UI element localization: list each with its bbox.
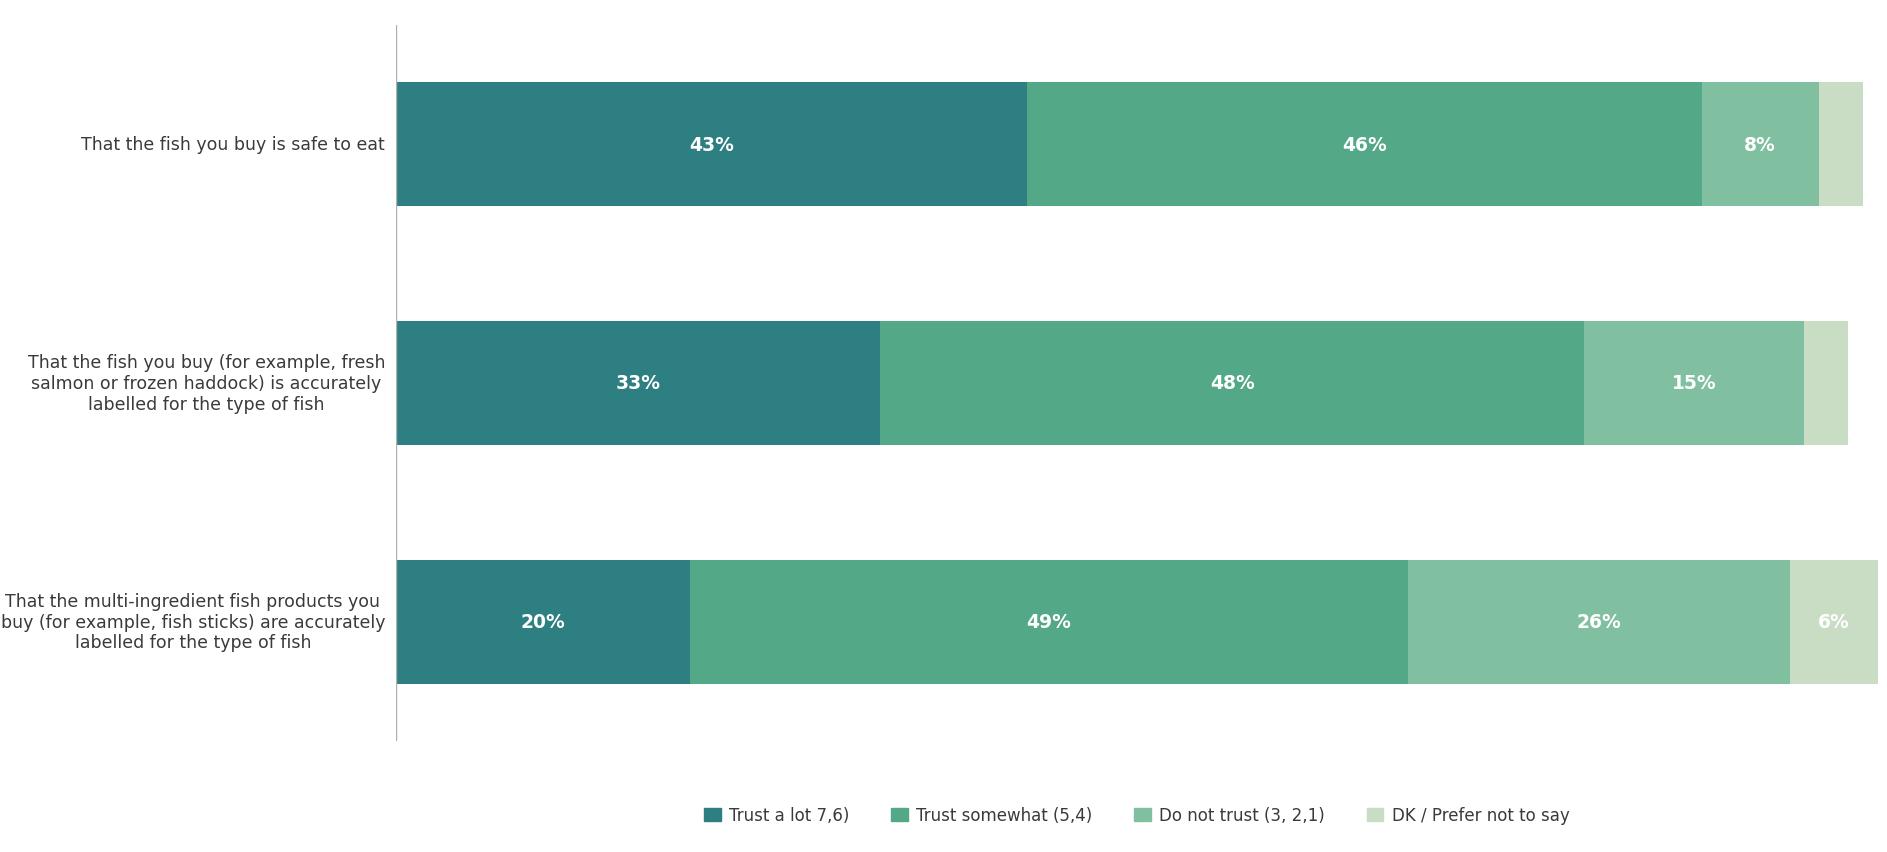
Legend: Trust a lot 7,6), Trust somewhat (5,4), Do not trust (3, 2,1), DK / Prefer not t: Trust a lot 7,6), Trust somewhat (5,4), … (698, 800, 1576, 831)
Bar (1408, 560, 1789, 684)
Text: 20%: 20% (521, 613, 566, 631)
Text: 6%: 6% (1817, 613, 1849, 631)
Text: 48%: 48% (1210, 374, 1255, 393)
Bar (1819, 83, 1862, 207)
Bar (1789, 560, 1878, 684)
Text: 33%: 33% (615, 374, 660, 393)
Bar (1702, 83, 1819, 207)
Bar (396, 560, 689, 684)
Bar (396, 83, 1027, 207)
Text: 43%: 43% (689, 135, 734, 154)
Bar (396, 321, 879, 446)
Text: 8%: 8% (1744, 135, 1776, 154)
Bar (1027, 83, 1702, 207)
Text: 15%: 15% (1672, 374, 1717, 393)
Bar (1804, 321, 1847, 446)
Bar (879, 321, 1585, 446)
Bar (1585, 321, 1804, 446)
Text: 26%: 26% (1576, 613, 1621, 631)
Text: 46%: 46% (1342, 135, 1387, 154)
Text: 49%: 49% (1027, 613, 1072, 631)
Bar (689, 560, 1408, 684)
